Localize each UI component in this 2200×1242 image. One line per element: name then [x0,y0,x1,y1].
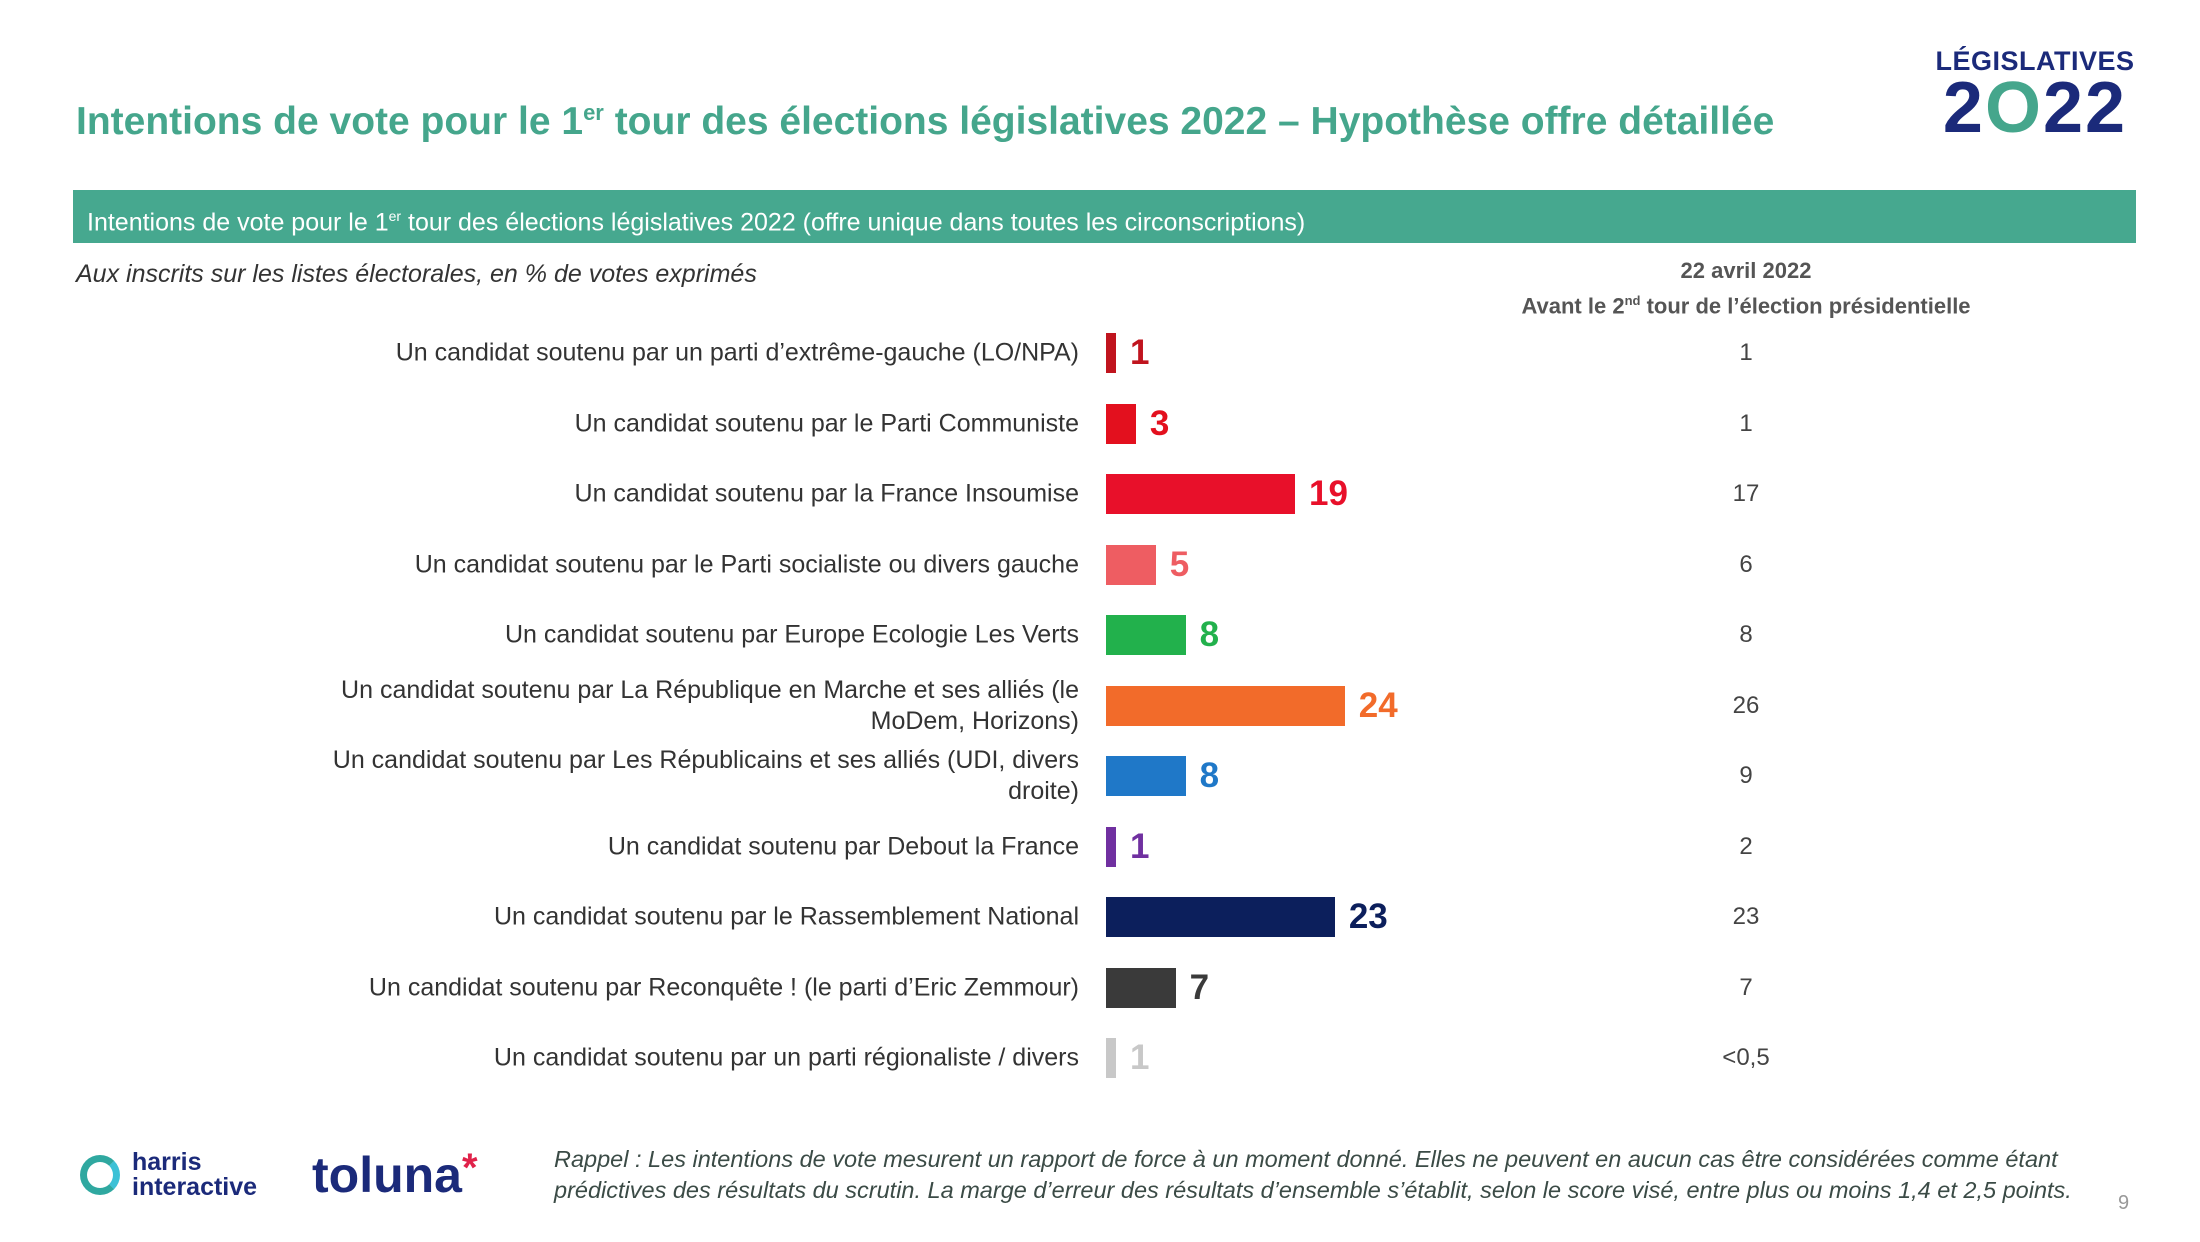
chart-row: Un candidat soutenu par le Parti sociali… [0,530,2200,600]
category-label: Un candidat soutenu par un parti d’extrê… [395,338,1079,367]
bar [1106,403,1136,444]
previous-value: 7 [1739,973,1753,1001]
chart-row: Un candidat soutenu par un parti régiona… [0,1023,2200,1093]
chart-row: Un candidat soutenu par la France Insoum… [0,459,2200,529]
chart-row: Un candidat soutenu par Reconquête ! (le… [0,953,2200,1023]
harris-interactive-logo: harris interactive [80,1150,257,1200]
value-label: 24 [1358,685,1398,725]
value-label: 8 [1199,615,1220,654]
previous-value: 17 [1732,480,1760,507]
category-label: Un candidat soutenu par la France Insoum… [574,479,1079,508]
previous-value: 26 [1732,691,1760,719]
chart-row: Un candidat soutenu par Les Républicains… [0,741,2200,811]
bar [1106,685,1345,726]
page-title: Intentions de vote pour le 1er tour des … [76,100,1775,143]
category-label: Un candidat soutenu par le Parti sociali… [414,550,1079,578]
bar [1106,967,1176,1008]
value-label: 7 [1189,967,1210,1007]
bar [1106,826,1116,867]
value-label: 1 [1129,333,1150,372]
toluna-logo: toluna* [312,1146,478,1203]
category-label: Un candidat soutenu par le Parti Communi… [574,409,1079,437]
chart-subtitle: Aux inscrits sur les listes électorales,… [76,260,757,288]
chart-title-band: Intentions de vote pour le 1er tour des … [73,190,2136,243]
previous-value: 9 [1739,762,1753,789]
chart-row: Un candidat soutenu par La République en… [0,671,2200,741]
disclaimer-note: Rappel : Les intentions de vote mesurent… [554,1146,2072,1203]
value-label: 23 [1348,897,1388,936]
bar [1106,615,1186,655]
previous-value: 23 [1732,903,1760,930]
asterisk-icon: * [461,1146,478,1190]
value-label: 3 [1149,403,1170,443]
category-label: Un candidat soutenu par le Rassemblement… [493,902,1079,931]
previous-value: 1 [1739,409,1753,437]
previous-value: 8 [1739,621,1753,648]
category-label: Un candidat soutenu par La République en… [341,675,1079,735]
bar [1106,544,1156,585]
value-label: 5 [1169,544,1190,584]
bar [1106,1038,1116,1078]
bar [1106,897,1335,937]
comparison-date: 22 avril 2022 [1680,258,1812,283]
chart-row: Un candidat soutenu par Debout la France… [0,812,2200,882]
comparison-column-header: 22 avril 2022 Avant le 2nd tour de l’éle… [1446,256,2046,321]
previous-value: 1 [1739,339,1753,366]
value-label: 1 [1129,826,1150,866]
bar [1106,333,1116,373]
page-number: 9 [2118,1192,2130,1214]
chart-row: Un candidat soutenu par un parti d’extrê… [0,318,2200,388]
legislatives-2022-logo: LÉGISLATIVES 2O22 [1935,46,2135,148]
previous-value: 2 [1739,832,1753,860]
value-label: 8 [1199,756,1220,795]
chart-row: Un candidat soutenu par Europe Ecologie … [0,600,2200,670]
category-label: Un candidat soutenu par Reconquête ! (le… [368,973,1079,1001]
chart-row: Un candidat soutenu par le Rassemblement… [0,882,2200,952]
category-label: Un candidat soutenu par un parti régiona… [493,1043,1079,1072]
category-label: Un candidat soutenu par Europe Ecologie … [505,620,1079,649]
harris-ring-icon [80,1155,120,1195]
previous-value: <0,5 [1722,1044,1770,1071]
previous-value: 6 [1739,550,1753,578]
chart-row: Un candidat soutenu par le Parti Communi… [0,389,2200,459]
bar [1106,474,1296,514]
value-label: 19 [1309,474,1348,513]
category-label: Un candidat soutenu par Les Républicains… [332,746,1079,805]
category-label: Un candidat soutenu par Debout la France [607,832,1079,860]
bar [1106,756,1186,796]
value-label: 1 [1129,1038,1150,1077]
